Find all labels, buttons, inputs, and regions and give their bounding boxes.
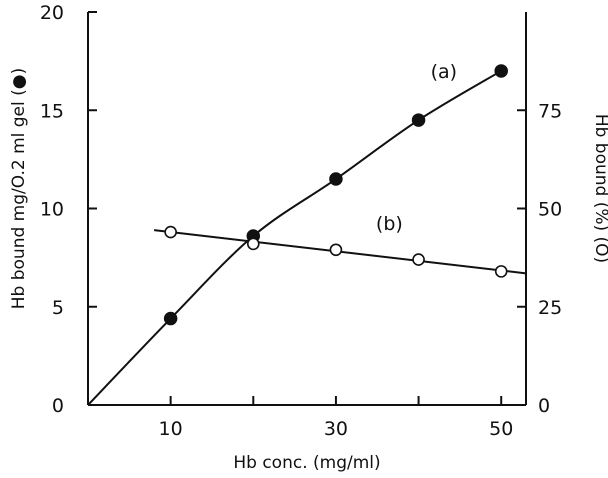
x-tick-label: 50	[489, 418, 513, 440]
x-axis-title: Hb conc. (mg/ml)	[233, 453, 380, 473]
y-left-tick-label: 5	[52, 297, 64, 319]
series-a-point	[329, 172, 343, 186]
series-a-point	[494, 64, 508, 78]
y-left-tick-label: 10	[40, 199, 64, 221]
series-b-label: (b)	[376, 213, 403, 235]
y-axis-left-title: Hb bound mg/O.2 ml gel (●)	[9, 68, 29, 309]
labels: 10 30 50 0 5 10 15 20 0 25 50 75 Hb conc. (mg/ml) Hb …	[9, 2, 608, 473]
series-curves	[87, 70, 527, 406]
series-b-point	[412, 253, 425, 266]
x-tick-label: 10	[159, 418, 183, 440]
series-b-point	[246, 237, 260, 251]
y-right-tick-label: 75	[538, 100, 562, 122]
y-left-tick-label: 0	[52, 395, 64, 417]
series-a-point	[411, 113, 426, 127]
series-a-line	[87, 70, 502, 406]
y-right-tick-label: 25	[538, 297, 562, 319]
y-left-tick-label: 15	[40, 100, 64, 122]
series-a-label: (a)	[431, 61, 457, 83]
y-left-tick-label: 20	[40, 2, 64, 24]
y-axis-right-title: Hb bound (%) (O)	[591, 114, 608, 263]
series-b-point	[494, 265, 508, 278]
series-b-point	[329, 243, 343, 257]
series-a-point	[163, 311, 178, 326]
y-right-tick-label: 0	[538, 395, 550, 417]
series-markers	[163, 64, 508, 326]
y-right-tick-label: 50	[538, 199, 562, 221]
x-tick-label: 30	[324, 418, 348, 440]
series-b-point	[164, 225, 177, 239]
axes	[87, 11, 527, 406]
